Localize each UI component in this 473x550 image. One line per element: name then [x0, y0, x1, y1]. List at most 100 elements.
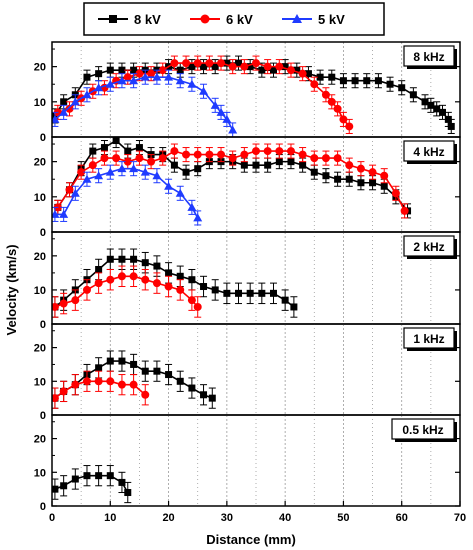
data-point-1-1-20 [286, 147, 295, 156]
data-point-1-0-23 [322, 172, 330, 180]
data-point-0-2-15 [216, 107, 226, 116]
x-tick-label-60: 60 [396, 512, 408, 524]
panel-1: 0 10 20 4 kHz [34, 136, 461, 239]
data-point-0-1-13 [205, 59, 214, 68]
data-point-2-1-9 [152, 279, 161, 288]
data-point-3-1-2 [71, 380, 80, 389]
panel-badge-box-1 [403, 140, 455, 162]
legend-label-8kv: 8 kV [134, 12, 161, 27]
data-point-0-0-13 [200, 63, 208, 71]
panel-series-3 [52, 350, 216, 409]
panel-2: 0 10 20 2 kHz [34, 231, 461, 331]
data-point-1-2-1 [59, 209, 69, 218]
data-point-0-2-14 [210, 100, 220, 109]
data-point-1-0-5 [112, 137, 120, 145]
data-point-0-0-4 [95, 70, 103, 78]
data-point-0-0-27 [363, 77, 371, 85]
data-point-0-2-12 [187, 79, 197, 88]
panel-badge-box-2 [403, 235, 455, 257]
data-point-1-0-19 [275, 158, 283, 166]
data-point-1-0-4 [100, 144, 108, 152]
data-point-3-0-7 [130, 360, 138, 368]
series-line-0-0 [54, 62, 452, 127]
data-point-2-0-18 [258, 289, 266, 297]
data-point-0-0-28 [374, 77, 382, 85]
data-point-1-1-29 [391, 189, 400, 198]
data-point-1-1-16 [240, 150, 249, 159]
data-point-0-1-10 [170, 59, 179, 68]
data-point-4-0-7 [124, 489, 132, 497]
data-point-2-1-2 [71, 296, 80, 305]
data-point-1-0-7 [135, 144, 143, 152]
data-point-1-0-22 [310, 168, 318, 176]
data-point-2-0-21 [290, 303, 298, 311]
data-point-0-0-37 [447, 122, 455, 130]
data-point-0-0-3 [83, 73, 91, 81]
data-point-2-1-13 [193, 302, 202, 311]
data-point-1-0-26 [357, 179, 365, 187]
data-point-3-1-0 [52, 394, 59, 403]
y-tick-label-0-0: 0 [40, 132, 46, 144]
data-point-2-0-16 [235, 289, 243, 297]
data-point-1-1-10 [170, 147, 179, 156]
data-point-4-0-4 [95, 472, 103, 480]
data-point-0-1-16 [240, 62, 249, 71]
data-point-1-1-22 [310, 154, 319, 163]
data-point-1-0-20 [287, 158, 295, 166]
data-point-0-0-18 [258, 66, 266, 74]
legend-box [83, 2, 385, 36]
data-point-2-0-8 [141, 259, 149, 267]
data-point-2-0-17 [246, 289, 254, 297]
data-point-0-1-8 [147, 69, 156, 78]
data-point-3-0-10 [165, 371, 173, 379]
data-point-1-0-25 [345, 175, 353, 183]
data-point-1-1-19 [275, 147, 284, 156]
data-point-1-1-14 [217, 150, 226, 159]
data-point-0-2-4 [94, 83, 104, 92]
data-point-1-0-3 [89, 147, 97, 155]
x-tick-label-20: 20 [162, 512, 174, 524]
panel-4: 0 10 20 0.5 kHz [34, 414, 461, 513]
panel-series-0 [52, 55, 455, 137]
data-point-1-0-6 [124, 147, 132, 155]
y-tick-label-2-10: 10 [34, 285, 46, 297]
data-point-0-2-16 [222, 114, 232, 123]
data-point-3-0-6 [118, 357, 126, 365]
data-point-0-2-2 [70, 97, 80, 106]
y-tick-label-0-20: 20 [34, 62, 46, 74]
panel-label-1: 4 kHz [413, 145, 444, 159]
data-point-1-0-10 [170, 161, 178, 169]
data-point-0-1-6 [123, 73, 132, 82]
data-point-2-1-0 [52, 302, 59, 311]
data-point-1-2-8 [140, 167, 150, 176]
data-point-1-0-27 [369, 179, 377, 187]
data-point-2-0-9 [153, 262, 161, 270]
data-point-0-0-20 [281, 63, 289, 71]
data-point-0-0-26 [351, 77, 359, 85]
data-point-3-1-4 [94, 377, 103, 386]
data-point-1-1-1 [65, 185, 74, 194]
y-axis-label: Velocity (km/s) [4, 244, 19, 335]
data-point-0-1-7 [135, 69, 144, 78]
y-tick-label-3-10: 10 [34, 376, 46, 388]
data-point-2-1-7 [129, 272, 138, 281]
data-point-0-2-9 [152, 72, 162, 81]
data-point-0-1-18 [263, 62, 272, 71]
data-point-4-0-3 [83, 472, 91, 480]
data-point-0-1-14 [217, 59, 226, 68]
data-point-1-1-24 [333, 154, 342, 163]
data-point-3-0-5 [106, 357, 114, 365]
data-point-1-1-30 [400, 206, 409, 215]
data-point-0-0-23 [316, 73, 324, 81]
data-point-2-1-5 [106, 275, 115, 284]
data-point-3-1-7 [129, 380, 138, 389]
panel-3: 0 10 20 1 kHz [34, 323, 461, 422]
y-tick-label-0-10: 10 [34, 97, 46, 109]
data-point-0-0-33 [427, 101, 435, 109]
legend-label-6kv: 6 kV [226, 12, 253, 27]
x-tick-label-70: 70 [454, 512, 466, 524]
data-point-0-0-5 [106, 66, 114, 74]
x-tick-label-40: 40 [279, 512, 291, 524]
data-point-2-0-12 [188, 276, 196, 284]
panel-label-4: 0.5 kHz [402, 423, 443, 437]
